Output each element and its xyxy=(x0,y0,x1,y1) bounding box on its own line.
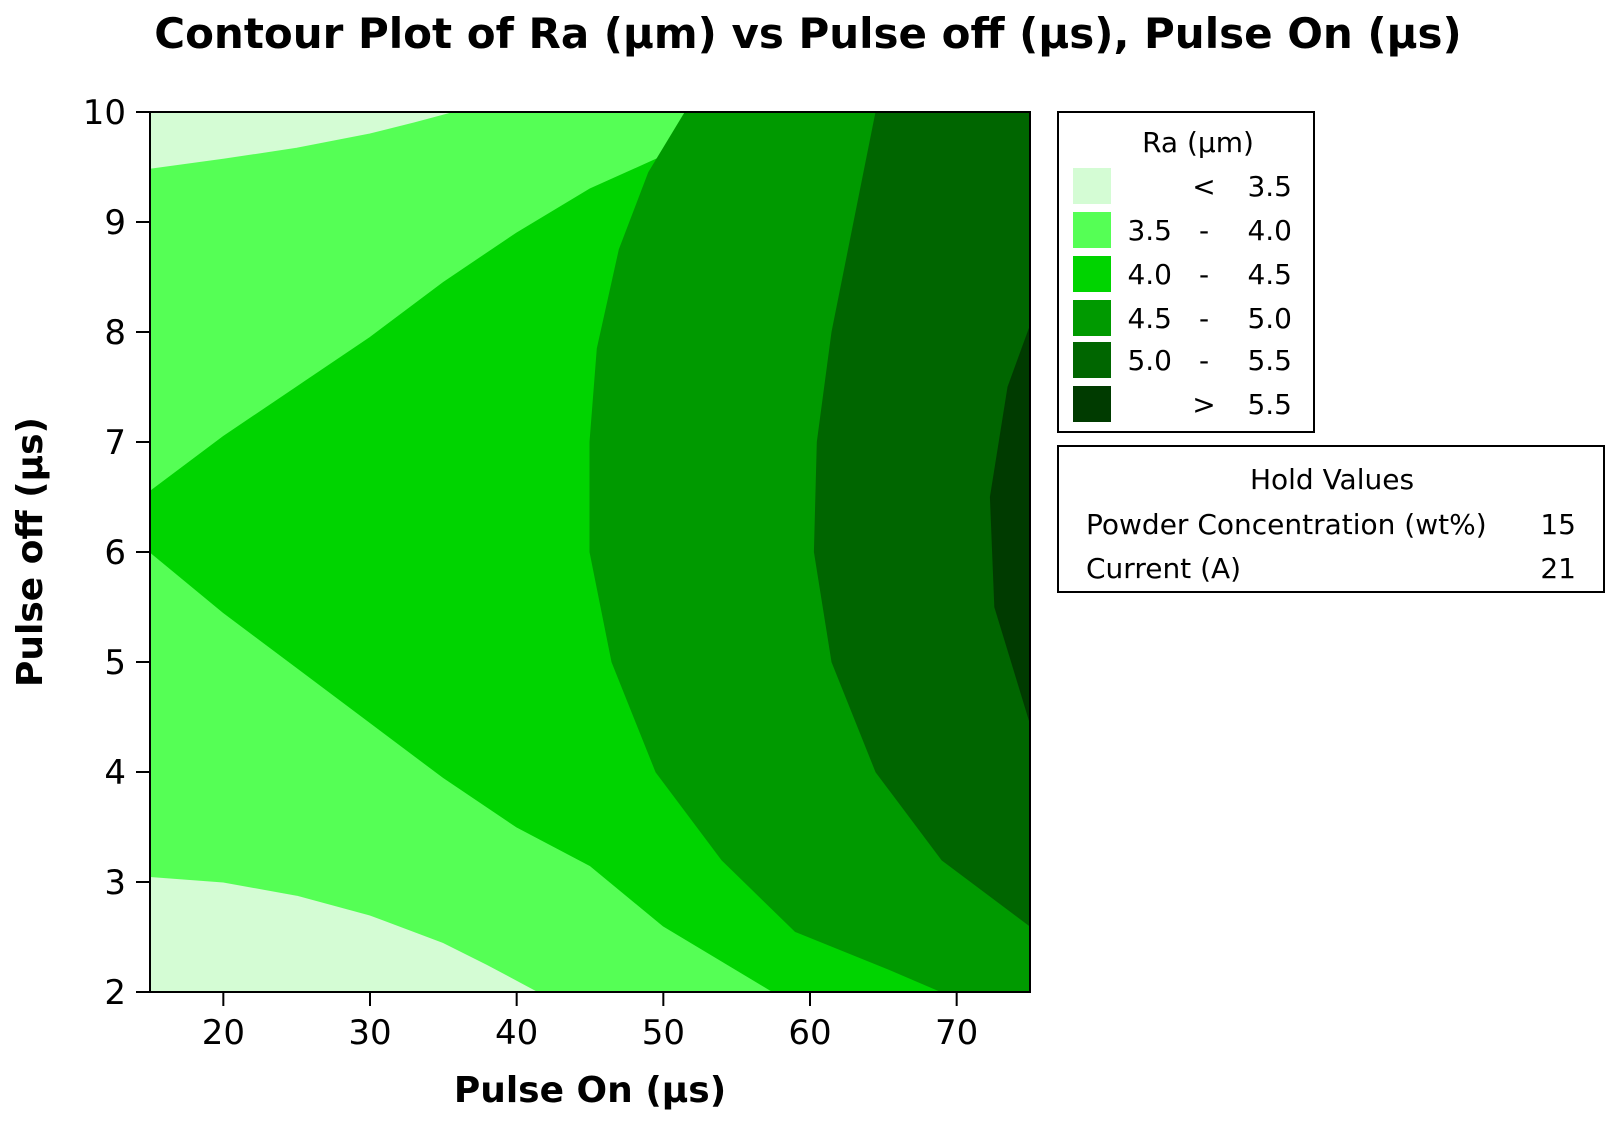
legend-high-value: 5.5 xyxy=(1247,388,1292,421)
contour-regions xyxy=(150,112,1030,992)
y-tick-label: 6 xyxy=(104,533,126,573)
legend-separator: - xyxy=(1199,258,1209,291)
x-tick-label: 20 xyxy=(202,1013,245,1053)
x-axis: 20 30 40 50 60 70 xyxy=(202,992,978,1053)
legend-swatch xyxy=(1073,168,1111,204)
y-axis: 2 3 4 5 6 7 8 9 10 xyxy=(83,93,150,1013)
y-tick-label: 5 xyxy=(104,643,126,683)
chart-title: Contour Plot of Ra (µm) vs Pulse off (µs… xyxy=(154,9,1461,58)
x-tick-label: 50 xyxy=(642,1013,685,1053)
hold-item-powder-concentration-value: 15 xyxy=(1540,508,1576,541)
hold-item-current-name: Current (A) xyxy=(1086,552,1241,585)
y-tick-label: 4 xyxy=(104,753,126,793)
y-tick-label: 7 xyxy=(104,423,126,463)
y-tick-label: 2 xyxy=(104,973,126,1013)
legend-high-value: 5.0 xyxy=(1247,302,1292,335)
legend-low-value: 4.5 xyxy=(1127,302,1172,335)
region-above-5.5 xyxy=(989,326,1030,723)
legend-title: Ra (µm) xyxy=(1142,126,1254,159)
legend-separator: > xyxy=(1192,388,1215,421)
legend-high-value: 5.5 xyxy=(1247,344,1292,377)
hold-values-title: Hold Values xyxy=(1250,463,1414,496)
legend-high-value: 4.0 xyxy=(1247,214,1292,247)
legend-swatch xyxy=(1073,212,1111,248)
x-tick-label: 60 xyxy=(788,1013,831,1053)
x-tick-label: 30 xyxy=(348,1013,391,1053)
legend-high-value: 3.5 xyxy=(1247,170,1292,203)
legend-low-value: 3.5 xyxy=(1127,214,1172,247)
legend-swatch xyxy=(1073,256,1111,292)
hold-values-box: Hold Values Powder Concentration (wt%) 1… xyxy=(1057,445,1605,593)
x-axis-label: Pulse On (µs) xyxy=(454,1070,726,1111)
region-5.0-5.5 xyxy=(813,112,1030,927)
y-tick-label: 3 xyxy=(104,863,126,903)
legend: Ra (µm) <3.53.5-4.04.0-4.54.5-5.05.0-5.5… xyxy=(1057,111,1315,433)
legend-swatch xyxy=(1073,342,1111,378)
hold-item-current-value: 21 xyxy=(1540,552,1576,585)
y-tick-label: 10 xyxy=(83,93,126,133)
legend-swatch xyxy=(1073,386,1111,422)
y-axis-label: Pulse off (µs) xyxy=(10,417,51,687)
legend-low-value: 4.0 xyxy=(1127,258,1172,291)
legend-separator: - xyxy=(1199,344,1209,377)
y-tick-label: 9 xyxy=(104,203,126,243)
legend-separator: - xyxy=(1199,214,1209,247)
legend-separator: - xyxy=(1199,302,1209,335)
legend-high-value: 4.5 xyxy=(1247,258,1292,291)
hold-values-frame xyxy=(1057,445,1605,593)
legend-separator: < xyxy=(1192,170,1215,203)
legend-low-value: 5.0 xyxy=(1127,344,1172,377)
x-tick-label: 70 xyxy=(935,1013,978,1053)
y-tick-label: 8 xyxy=(104,313,126,353)
x-tick-label: 40 xyxy=(495,1013,538,1053)
legend-swatch xyxy=(1073,300,1111,336)
hold-item-powder-concentration-name: Powder Concentration (wt%) xyxy=(1086,508,1487,541)
